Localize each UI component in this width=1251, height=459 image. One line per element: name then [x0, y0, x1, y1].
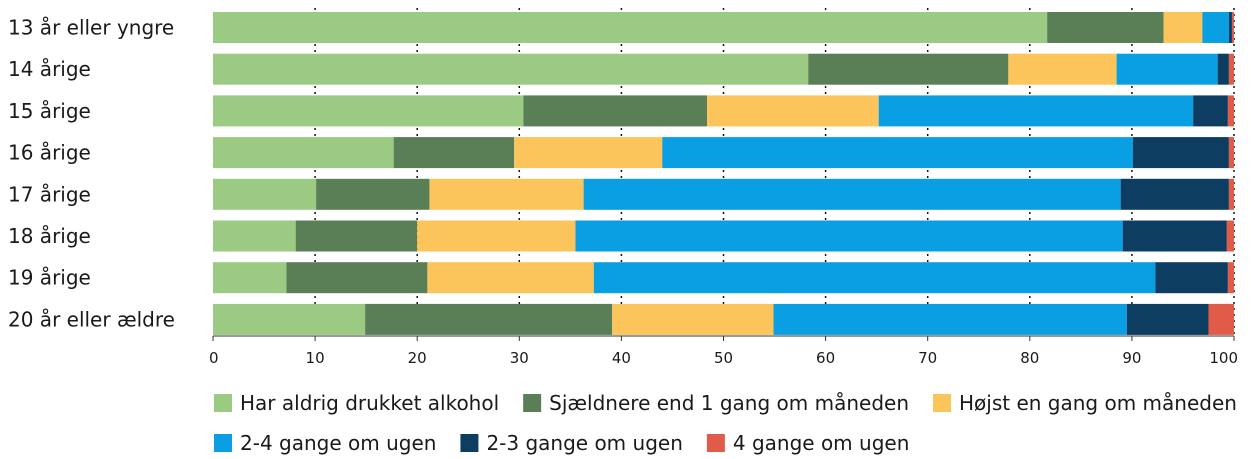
- bar-segment: [427, 262, 594, 294]
- x-tick-label: 70: [918, 349, 937, 367]
- bar-segment: [213, 178, 317, 210]
- bar-segment: [707, 95, 879, 127]
- legend-swatch: [214, 394, 232, 412]
- legend-label: 4 gange om ugen: [733, 431, 910, 455]
- bar-segment: [429, 178, 584, 210]
- x-tick-label: 20: [408, 349, 427, 367]
- legend-swatch: [933, 394, 951, 412]
- bar-segment: [213, 303, 366, 335]
- x-tick-label: 50: [714, 349, 733, 367]
- bar-segment: [1228, 12, 1232, 43]
- bar-segment: [575, 220, 1123, 252]
- bar-segment: [1226, 220, 1234, 252]
- bar-segment: [612, 303, 774, 335]
- bar-segment: [295, 220, 418, 252]
- bar-segment: [1227, 262, 1234, 294]
- bar-segment: [662, 137, 1133, 169]
- bar-segment: [1008, 53, 1117, 85]
- x-tick-label: 90: [1122, 349, 1141, 367]
- bar-segment: [593, 262, 1156, 294]
- bar-segment: [1227, 95, 1234, 127]
- bar-segment: [514, 137, 663, 169]
- category-labels: 13 år eller yngre 14 årige 15 årige 16 årig…: [8, 16, 175, 332]
- bar-segment: [1155, 262, 1228, 294]
- bar-segment: [1047, 12, 1164, 43]
- x-tick-label: 30: [510, 349, 529, 367]
- category-label: 19 årige: [8, 266, 91, 290]
- legend-swatch: [523, 394, 542, 412]
- category-label: 13 år eller yngre: [8, 16, 174, 40]
- bar-segment: [1120, 178, 1229, 210]
- legend-label: 2-4 gange om ugen: [240, 431, 436, 455]
- bar-segment: [523, 95, 708, 127]
- x-tick-label: 80: [1020, 349, 1039, 367]
- bar-segment: [1231, 12, 1234, 43]
- bar-segment: [878, 95, 1194, 127]
- x-axis: 0 10 20 30 40 50 60 70 80 90 100: [209, 335, 1238, 367]
- category-label: 20 år eller ældre: [8, 307, 175, 331]
- legend-swatch: [460, 434, 479, 452]
- bar-segment: [213, 95, 524, 127]
- bar-segment: [1208, 303, 1234, 335]
- bar-segment: [1126, 303, 1209, 335]
- bars-group: [213, 12, 1234, 335]
- category-label: 17 årige: [8, 182, 91, 206]
- legend: Har aldrig drukket alkohol Sjældnere end …: [214, 391, 1237, 455]
- bar-segment: [417, 220, 576, 252]
- bar-segment: [213, 220, 296, 252]
- x-tick-label: 0: [209, 349, 219, 367]
- bar-segment: [1217, 53, 1229, 85]
- bar-segment: [1116, 53, 1218, 85]
- x-tick-label: 40: [612, 349, 631, 367]
- legend-label: 2-3 gange om ugen: [486, 431, 682, 455]
- bar-segment: [773, 303, 1127, 335]
- bar-segment: [1228, 53, 1234, 85]
- bar-segment: [213, 53, 809, 85]
- bar-segment: [1163, 12, 1203, 43]
- legend-swatch: [214, 434, 232, 452]
- bar-segment: [316, 178, 430, 210]
- bar-segment: [213, 12, 1048, 43]
- legend-label: Sjældnere end 1 gang om måneden: [549, 391, 909, 415]
- bar-segment: [213, 262, 287, 294]
- bar-segment: [1228, 137, 1234, 169]
- category-label: 16 årige: [8, 141, 91, 165]
- category-label: 18 årige: [8, 224, 91, 248]
- legend-label: Højst en gang om måneden: [959, 391, 1237, 415]
- bar-segment: [1132, 137, 1229, 169]
- bar-segment: [393, 137, 515, 169]
- x-tick-label: 60: [816, 349, 835, 367]
- category-label: 14 årige: [8, 57, 91, 81]
- bar-segment: [808, 53, 1009, 85]
- category-label: 15 årige: [8, 99, 91, 123]
- bar-segment: [1202, 12, 1229, 43]
- bar-segment: [286, 262, 428, 294]
- x-tick-label: 100: [1209, 349, 1238, 367]
- bar-segment: [365, 303, 613, 335]
- x-tick-label: 10: [306, 349, 325, 367]
- legend-swatch: [706, 434, 725, 452]
- bar-segment: [1228, 178, 1234, 210]
- bar-segment: [583, 178, 1121, 210]
- bar-segment: [213, 137, 394, 169]
- bar-segment: [1122, 220, 1227, 252]
- bar-segment: [1193, 95, 1228, 127]
- legend-label: Har aldrig drukket alkohol: [240, 391, 499, 415]
